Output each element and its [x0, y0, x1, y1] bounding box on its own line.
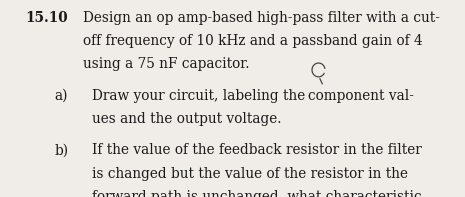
Text: 15.10: 15.10 — [26, 11, 68, 25]
Text: a): a) — [55, 89, 68, 103]
Text: ues and the output voltage.: ues and the output voltage. — [92, 112, 282, 126]
Text: off frequency of 10 kHz and a passband gain of 4: off frequency of 10 kHz and a passband g… — [83, 34, 423, 48]
Text: If the value of the feedback resistor in the filter: If the value of the feedback resistor in… — [92, 143, 422, 157]
Text: forward path is unchanged, what characteristic: forward path is unchanged, what characte… — [92, 190, 422, 197]
Text: using a 75 nF capacitor.: using a 75 nF capacitor. — [83, 57, 249, 71]
Text: is changed but the value of the resistor in the: is changed but the value of the resistor… — [92, 167, 408, 181]
Text: b): b) — [55, 143, 69, 157]
Text: Design an op amp-based high-pass filter with a cut-: Design an op amp-based high-pass filter … — [83, 11, 439, 25]
Text: Draw your circuit, labeling the component val-: Draw your circuit, labeling the componen… — [92, 89, 414, 103]
